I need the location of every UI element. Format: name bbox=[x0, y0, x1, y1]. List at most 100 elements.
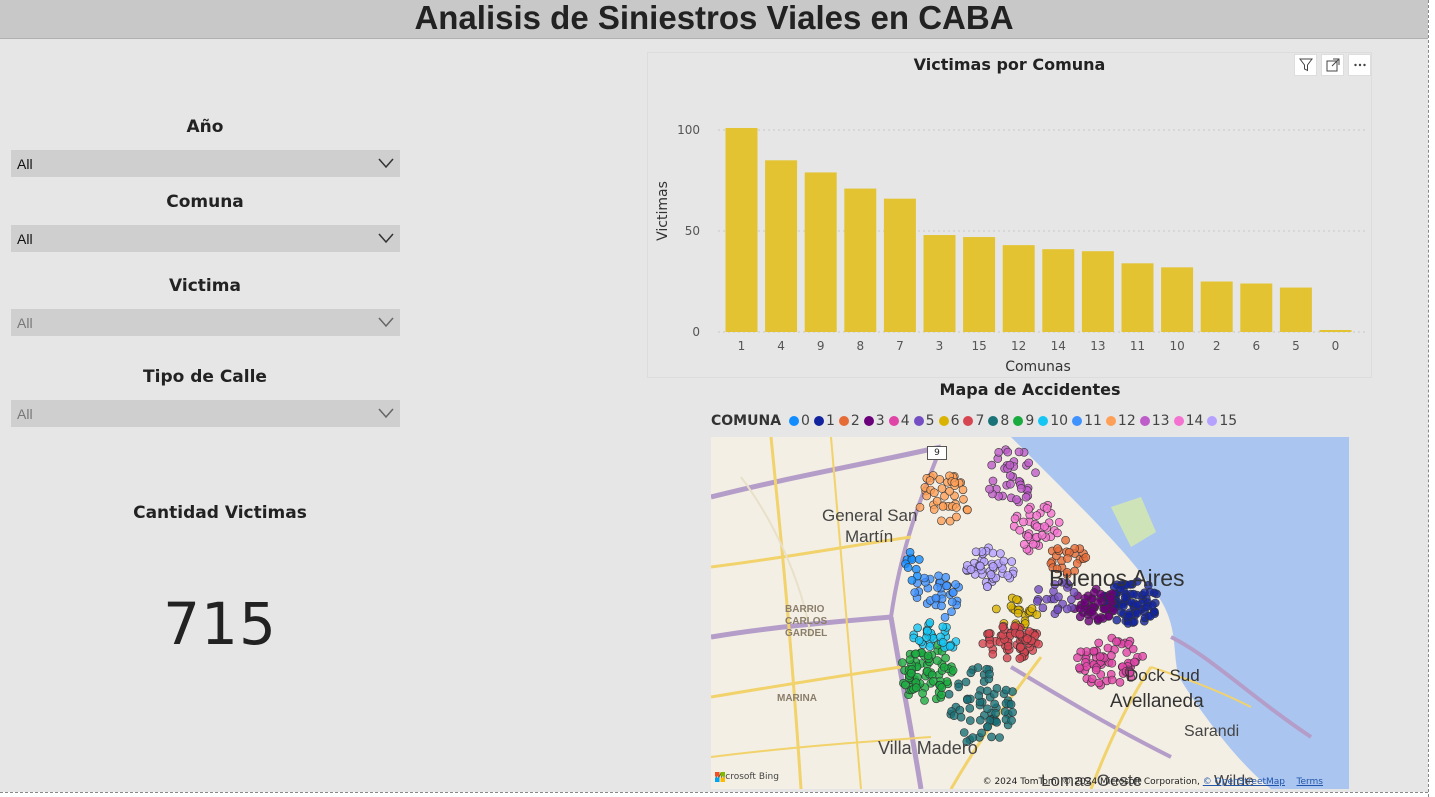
accident-point-comuna-0[interactable] bbox=[907, 576, 917, 585]
accident-point-comuna-9[interactable] bbox=[905, 655, 915, 665]
accident-point-comuna-4[interactable] bbox=[1112, 637, 1121, 646]
accident-point-comuna-4[interactable] bbox=[1091, 665, 1101, 675]
accident-point-comuna-14[interactable] bbox=[1024, 504, 1033, 514]
accident-point-comuna-9[interactable] bbox=[901, 680, 910, 690]
accident-point-comuna-12[interactable] bbox=[963, 505, 972, 515]
accident-point-comuna-12[interactable] bbox=[937, 516, 946, 526]
bar-comuna-12[interactable] bbox=[1002, 245, 1035, 332]
bar-comuna-5[interactable] bbox=[1279, 287, 1312, 332]
accident-point-comuna-5[interactable] bbox=[1054, 592, 1063, 602]
accident-point-comuna-9[interactable] bbox=[911, 649, 920, 659]
accident-point-comuna-11[interactable] bbox=[947, 597, 957, 607]
accident-point-comuna-8[interactable] bbox=[961, 677, 971, 687]
accident-point-comuna-5[interactable] bbox=[1038, 603, 1048, 613]
legend-item-1[interactable]: 1 bbox=[813, 413, 835, 429]
accident-point-comuna-14[interactable] bbox=[1032, 522, 1042, 531]
accident-point-comuna-12[interactable] bbox=[922, 491, 931, 501]
bar-comuna-7[interactable] bbox=[883, 198, 916, 332]
accident-point-comuna-3[interactable] bbox=[1096, 589, 1105, 599]
osm-link[interactable]: © OpenStreetMap bbox=[1202, 777, 1286, 787]
accident-point-comuna-12[interactable] bbox=[958, 485, 968, 495]
accident-point-comuna-11[interactable] bbox=[940, 613, 950, 622]
accident-point-comuna-8[interactable] bbox=[974, 691, 984, 701]
slicer-dropdown-comuna[interactable]: All bbox=[11, 225, 400, 252]
accident-point-comuna-9[interactable] bbox=[941, 653, 950, 663]
accident-point-comuna-1[interactable] bbox=[1129, 589, 1138, 599]
accident-point-comuna-15[interactable] bbox=[986, 570, 996, 579]
accident-point-comuna-3[interactable] bbox=[1075, 612, 1085, 622]
accident-point-comuna-15[interactable] bbox=[1007, 557, 1017, 566]
accident-point-comuna-8[interactable] bbox=[1000, 707, 1010, 717]
accident-point-comuna-8[interactable] bbox=[982, 686, 992, 696]
accident-point-comuna-2[interactable] bbox=[1052, 564, 1062, 574]
accident-point-comuna-1[interactable] bbox=[1133, 600, 1142, 610]
accident-point-comuna-1[interactable] bbox=[1145, 612, 1155, 621]
accident-point-comuna-14[interactable] bbox=[1019, 517, 1028, 527]
accident-point-comuna-8[interactable] bbox=[983, 704, 992, 714]
bar-comuna-6[interactable] bbox=[1240, 283, 1273, 332]
accidents-map[interactable]: 9 General San Martín Buenos Aires Dock S… bbox=[711, 437, 1349, 789]
accident-point-comuna-15[interactable] bbox=[966, 565, 976, 574]
accident-point-comuna-6[interactable] bbox=[1013, 608, 1023, 618]
accident-point-comuna-7[interactable] bbox=[988, 649, 998, 659]
accident-point-comuna-13[interactable] bbox=[1016, 484, 1026, 493]
slicer-dropdown-tipo-calle[interactable]: All bbox=[11, 400, 400, 427]
accident-point-comuna-8[interactable] bbox=[944, 689, 954, 699]
legend-item-14[interactable]: 14 bbox=[1173, 413, 1203, 429]
accident-point-comuna-8[interactable] bbox=[983, 722, 993, 732]
accident-point-comuna-15[interactable] bbox=[975, 561, 985, 571]
accident-point-comuna-8[interactable] bbox=[1007, 716, 1016, 725]
accident-point-comuna-14[interactable] bbox=[1042, 504, 1052, 513]
accident-point-comuna-4[interactable] bbox=[1087, 674, 1097, 684]
accident-point-comuna-8[interactable] bbox=[990, 699, 999, 709]
accident-point-comuna-9[interactable] bbox=[923, 651, 933, 660]
accident-point-comuna-12[interactable] bbox=[952, 512, 961, 522]
bar-comuna-2[interactable] bbox=[1200, 281, 1233, 333]
accident-point-comuna-9[interactable] bbox=[937, 690, 946, 699]
accident-point-comuna-11[interactable] bbox=[933, 583, 942, 592]
accident-point-comuna-10[interactable] bbox=[938, 622, 948, 632]
bar-comuna-13[interactable] bbox=[1081, 251, 1114, 332]
accident-point-comuna-6[interactable] bbox=[1032, 610, 1042, 619]
accident-point-comuna-3[interactable] bbox=[1106, 593, 1116, 603]
accident-point-comuna-10[interactable] bbox=[913, 623, 922, 633]
legend-item-0[interactable]: 0 bbox=[789, 413, 810, 429]
accident-point-comuna-10[interactable] bbox=[945, 641, 955, 651]
accident-point-comuna-0[interactable] bbox=[915, 555, 924, 564]
accident-point-comuna-9[interactable] bbox=[948, 666, 958, 675]
bar-comuna-10[interactable] bbox=[1161, 267, 1194, 332]
legend-item-8[interactable]: 8 bbox=[988, 413, 1009, 429]
accident-point-comuna-4[interactable] bbox=[1103, 643, 1113, 653]
accident-point-comuna-12[interactable] bbox=[950, 478, 959, 487]
accident-point-comuna-2[interactable] bbox=[1053, 544, 1062, 553]
terms-link[interactable]: Terms bbox=[1296, 777, 1323, 787]
bar-comuna-15[interactable] bbox=[963, 237, 996, 332]
legend-item-12[interactable]: 12 bbox=[1105, 413, 1136, 429]
bar-comuna-3[interactable] bbox=[923, 235, 956, 332]
legend-item-7[interactable]: 7 bbox=[963, 413, 984, 429]
accident-point-comuna-12[interactable] bbox=[930, 488, 939, 498]
accident-point-comuna-0[interactable] bbox=[905, 548, 915, 557]
legend-item-2[interactable]: 2 bbox=[838, 413, 860, 429]
accident-point-comuna-8[interactable] bbox=[966, 668, 976, 678]
accident-point-comuna-12[interactable] bbox=[915, 503, 925, 512]
accident-point-comuna-4[interactable] bbox=[1122, 648, 1132, 657]
accident-point-comuna-9[interactable] bbox=[929, 677, 938, 686]
accident-point-comuna-7[interactable] bbox=[984, 629, 994, 638]
accident-point-comuna-13[interactable] bbox=[1003, 447, 1013, 457]
accident-point-comuna-4[interactable] bbox=[1094, 638, 1104, 648]
accident-point-comuna-11[interactable] bbox=[951, 580, 960, 589]
accident-point-comuna-8[interactable] bbox=[1008, 707, 1017, 717]
legend-item-4[interactable]: 4 bbox=[888, 413, 910, 429]
accident-point-comuna-8[interactable] bbox=[987, 732, 996, 742]
accident-point-comuna-8[interactable] bbox=[992, 717, 1002, 727]
accident-point-comuna-5[interactable] bbox=[1069, 587, 1079, 597]
legend-item-6[interactable]: 6 bbox=[938, 413, 959, 429]
accident-point-comuna-7[interactable] bbox=[1016, 643, 1025, 652]
accident-point-comuna-11[interactable] bbox=[931, 593, 941, 603]
accident-point-comuna-5[interactable] bbox=[1042, 594, 1052, 604]
legend-item-10[interactable]: 10 bbox=[1038, 413, 1068, 429]
slicer-dropdown-year[interactable]: All bbox=[11, 150, 400, 177]
accident-point-comuna-8[interactable] bbox=[975, 715, 985, 725]
accident-point-comuna-7[interactable] bbox=[1034, 639, 1043, 649]
